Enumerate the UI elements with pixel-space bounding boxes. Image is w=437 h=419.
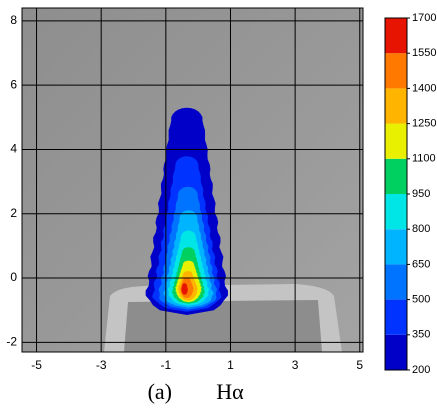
- colorbar-tick-label: 350: [412, 329, 430, 341]
- colorbar-band: [385, 334, 407, 370]
- y-tick-label: 8: [10, 13, 17, 27]
- colorbar-tick-label: 1400: [412, 82, 436, 94]
- colorbar-tick-label: 500: [412, 294, 430, 306]
- colorbar-band: [385, 53, 407, 89]
- plot-area: [22, 8, 363, 352]
- colorbar-tick-label: 650: [412, 258, 430, 270]
- grid: [22, 8, 363, 352]
- cup-inner: [124, 300, 322, 352]
- plot-frame: [21, 7, 364, 353]
- x-tick-label: 1: [227, 358, 234, 372]
- colorbar-band: [385, 18, 407, 54]
- x-tick-label: 3: [292, 358, 299, 372]
- y-tick-label: 0: [10, 270, 17, 284]
- caption-label: (a): [148, 379, 172, 404]
- colorbar-tick-label: 800: [412, 223, 430, 235]
- contour-region: [181, 283, 188, 295]
- x-tick-label: -3: [96, 358, 107, 372]
- colorbar-band: [385, 299, 407, 335]
- colorbar-tick-label: 950: [412, 188, 430, 200]
- y-tick-label: 4: [10, 142, 17, 156]
- colorbar-band: [385, 194, 407, 230]
- caption: Hα: [216, 379, 244, 404]
- colorbar-tick-label: 1700: [412, 12, 436, 24]
- colorbar-band: [385, 158, 407, 194]
- colorbar-band: [385, 264, 407, 300]
- y-tick-label: 6: [10, 77, 17, 91]
- y-tick-label: -2: [6, 335, 17, 349]
- y-tick-label: 2: [10, 206, 17, 220]
- x-tick-label: 5: [356, 358, 363, 372]
- colorbar-band: [385, 123, 407, 159]
- colorbar-tick-label: 1250: [412, 118, 436, 130]
- x-tick-label: -5: [31, 358, 42, 372]
- colorbar: 200 350 500 650 800 950 1100 1250 1400 1550 1700: [384, 12, 436, 376]
- x-tick-label: -1: [160, 358, 171, 372]
- colorbar-tick-label: 1550: [412, 47, 436, 59]
- colorbar-band: [385, 88, 407, 124]
- colorbar-tick-label: 200: [412, 364, 430, 376]
- colorbar-tick-label: 1100: [412, 153, 436, 165]
- colorbar-band: [385, 229, 407, 265]
